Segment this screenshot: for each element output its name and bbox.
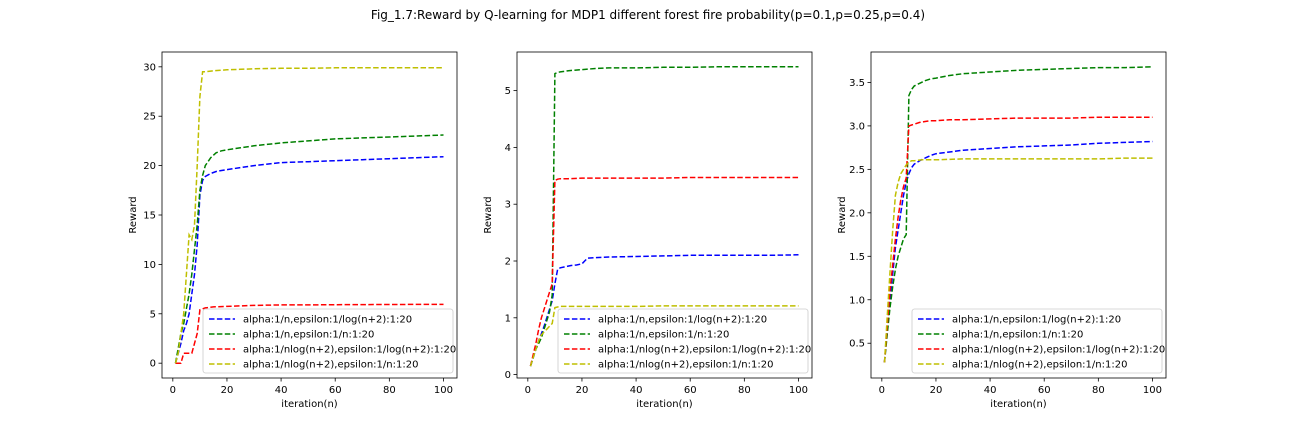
x-tick-label: 100 bbox=[789, 385, 808, 396]
x-tick-label: 60 bbox=[684, 385, 697, 396]
legend: alpha:1/n,epsilon:1/log(n+2):1:20 alpha:1… bbox=[202, 308, 456, 374]
legend: alpha:1/n,epsilon:1/log(n+2):1:20 alpha:1… bbox=[557, 308, 811, 374]
y-tick-label: 1.5 bbox=[849, 252, 865, 263]
y-tick-label: 5 bbox=[150, 309, 156, 320]
series-line-4 bbox=[883, 157, 1153, 363]
y-tick-label: 2.0 bbox=[849, 208, 865, 219]
x-tick-label: 20 bbox=[576, 385, 589, 396]
x-axis-label: iteration(n) bbox=[281, 399, 337, 410]
legend-label: alpha:1/n,epsilon:1/n:1:20 bbox=[598, 330, 729, 341]
legend-label: alpha:1/n,epsilon:1/n:1:20 bbox=[243, 330, 374, 341]
subplot-3: 0 20 40 60 80 100 0.5 1.0 1.5 2.0 2.5 3.0 3.5 iterati… bbox=[837, 51, 1167, 410]
x-tick-label: 80 bbox=[383, 385, 396, 396]
x-tick-label: 0 bbox=[525, 385, 531, 396]
y-tick-label: 3.0 bbox=[849, 121, 865, 132]
legend-label: alpha:1/nlog(n+2),epsilon:1/n:1:20 bbox=[598, 360, 773, 371]
x-tick-label: 60 bbox=[1038, 385, 1051, 396]
legend-box bbox=[911, 308, 1163, 374]
series-line-2 bbox=[529, 66, 799, 367]
y-tick-label: 2 bbox=[505, 257, 511, 268]
x-axis-label: iteration(n) bbox=[636, 399, 692, 410]
legend-label: alpha:1/nlog(n+2),epsilon:1/n:1:20 bbox=[243, 360, 418, 371]
y-tick-label: 1.0 bbox=[849, 295, 865, 306]
x-tick-label: 0 bbox=[879, 385, 885, 396]
figure-title: Fig_1.7:Reward by Q-learning for MDP1 di… bbox=[370, 8, 926, 22]
series-line-2 bbox=[174, 134, 444, 364]
y-tick-label: 15 bbox=[143, 211, 156, 222]
y-tick-label: 0 bbox=[505, 370, 511, 381]
legend-label: alpha:1/nlog(n+2),epsilon:1/log(n+2):1:2… bbox=[243, 345, 456, 356]
series-line-3 bbox=[883, 116, 1153, 363]
x-axis-label: iteration(n) bbox=[990, 399, 1046, 410]
x-tick-label: 100 bbox=[434, 385, 453, 396]
x-tick-label: 80 bbox=[738, 385, 751, 396]
y-tick-label: 3 bbox=[505, 200, 511, 211]
legend-label: alpha:1/n,epsilon:1/log(n+2):1:20 bbox=[243, 315, 412, 326]
legend: alpha:1/n,epsilon:1/log(n+2):1:20 alpha:1… bbox=[911, 308, 1165, 374]
x-tick-label: 20 bbox=[221, 385, 234, 396]
y-tick-label: 20 bbox=[143, 161, 156, 172]
y-tick-label: 5 bbox=[505, 86, 511, 97]
legend-label: alpha:1/n,epsilon:1/log(n+2):1:20 bbox=[598, 315, 767, 326]
x-tick-label: 40 bbox=[275, 385, 288, 396]
series-line-1 bbox=[174, 155, 444, 364]
y-tick-label: 3.5 bbox=[849, 78, 865, 89]
y-tick-label: 1 bbox=[505, 313, 511, 324]
series-line-3 bbox=[175, 303, 444, 364]
legend-label: alpha:1/n,epsilon:1/n:1:20 bbox=[952, 330, 1083, 341]
series-line-2 bbox=[883, 66, 1153, 363]
y-tick-label: 10 bbox=[143, 260, 156, 271]
series-line-4 bbox=[174, 67, 444, 364]
y-tick-label: 25 bbox=[143, 112, 156, 123]
axes-frame bbox=[870, 51, 1167, 379]
subplot-2: 0 20 40 60 80 100 0 1 2 3 4 5 iteration(n) Reward alph… bbox=[483, 51, 813, 410]
y-tick-label: 0 bbox=[150, 359, 156, 370]
legend-label: alpha:1/n,epsilon:1/log(n+2):1:20 bbox=[952, 315, 1121, 326]
x-tick-label: 40 bbox=[984, 385, 997, 396]
y-tick-label: 30 bbox=[143, 62, 156, 73]
x-tick-label: 80 bbox=[1092, 385, 1105, 396]
x-tick-label: 20 bbox=[930, 385, 943, 396]
y-tick-label: 4 bbox=[505, 143, 511, 154]
x-tick-label: 60 bbox=[329, 385, 342, 396]
y-axis-label: Reward bbox=[128, 196, 139, 233]
series-line-4 bbox=[529, 305, 799, 367]
series-line-1 bbox=[529, 254, 799, 367]
y-tick-label: 2.5 bbox=[849, 165, 865, 176]
y-axis-label: Reward bbox=[483, 196, 494, 233]
legend-label: alpha:1/nlog(n+2),epsilon:1/log(n+2):1:2… bbox=[598, 345, 811, 356]
legend-box bbox=[557, 308, 809, 374]
y-axis-label: Reward bbox=[837, 196, 848, 233]
x-tick-label: 0 bbox=[170, 385, 176, 396]
x-tick-label: 100 bbox=[1143, 385, 1162, 396]
subplot-1: 0 20 40 60 80 100 0 5 10 15 20 25 30 iteration(n) Rewa… bbox=[128, 51, 458, 410]
series-line-3 bbox=[529, 176, 799, 367]
legend-box bbox=[202, 308, 454, 374]
legend-label: alpha:1/nlog(n+2),epsilon:1/log(n+2):1:2… bbox=[952, 345, 1165, 356]
axes-frame bbox=[516, 51, 813, 379]
legend-label: alpha:1/nlog(n+2),epsilon:1/n:1:20 bbox=[952, 360, 1127, 371]
y-tick-label: 0.5 bbox=[849, 339, 865, 350]
x-tick-label: 40 bbox=[630, 385, 643, 396]
